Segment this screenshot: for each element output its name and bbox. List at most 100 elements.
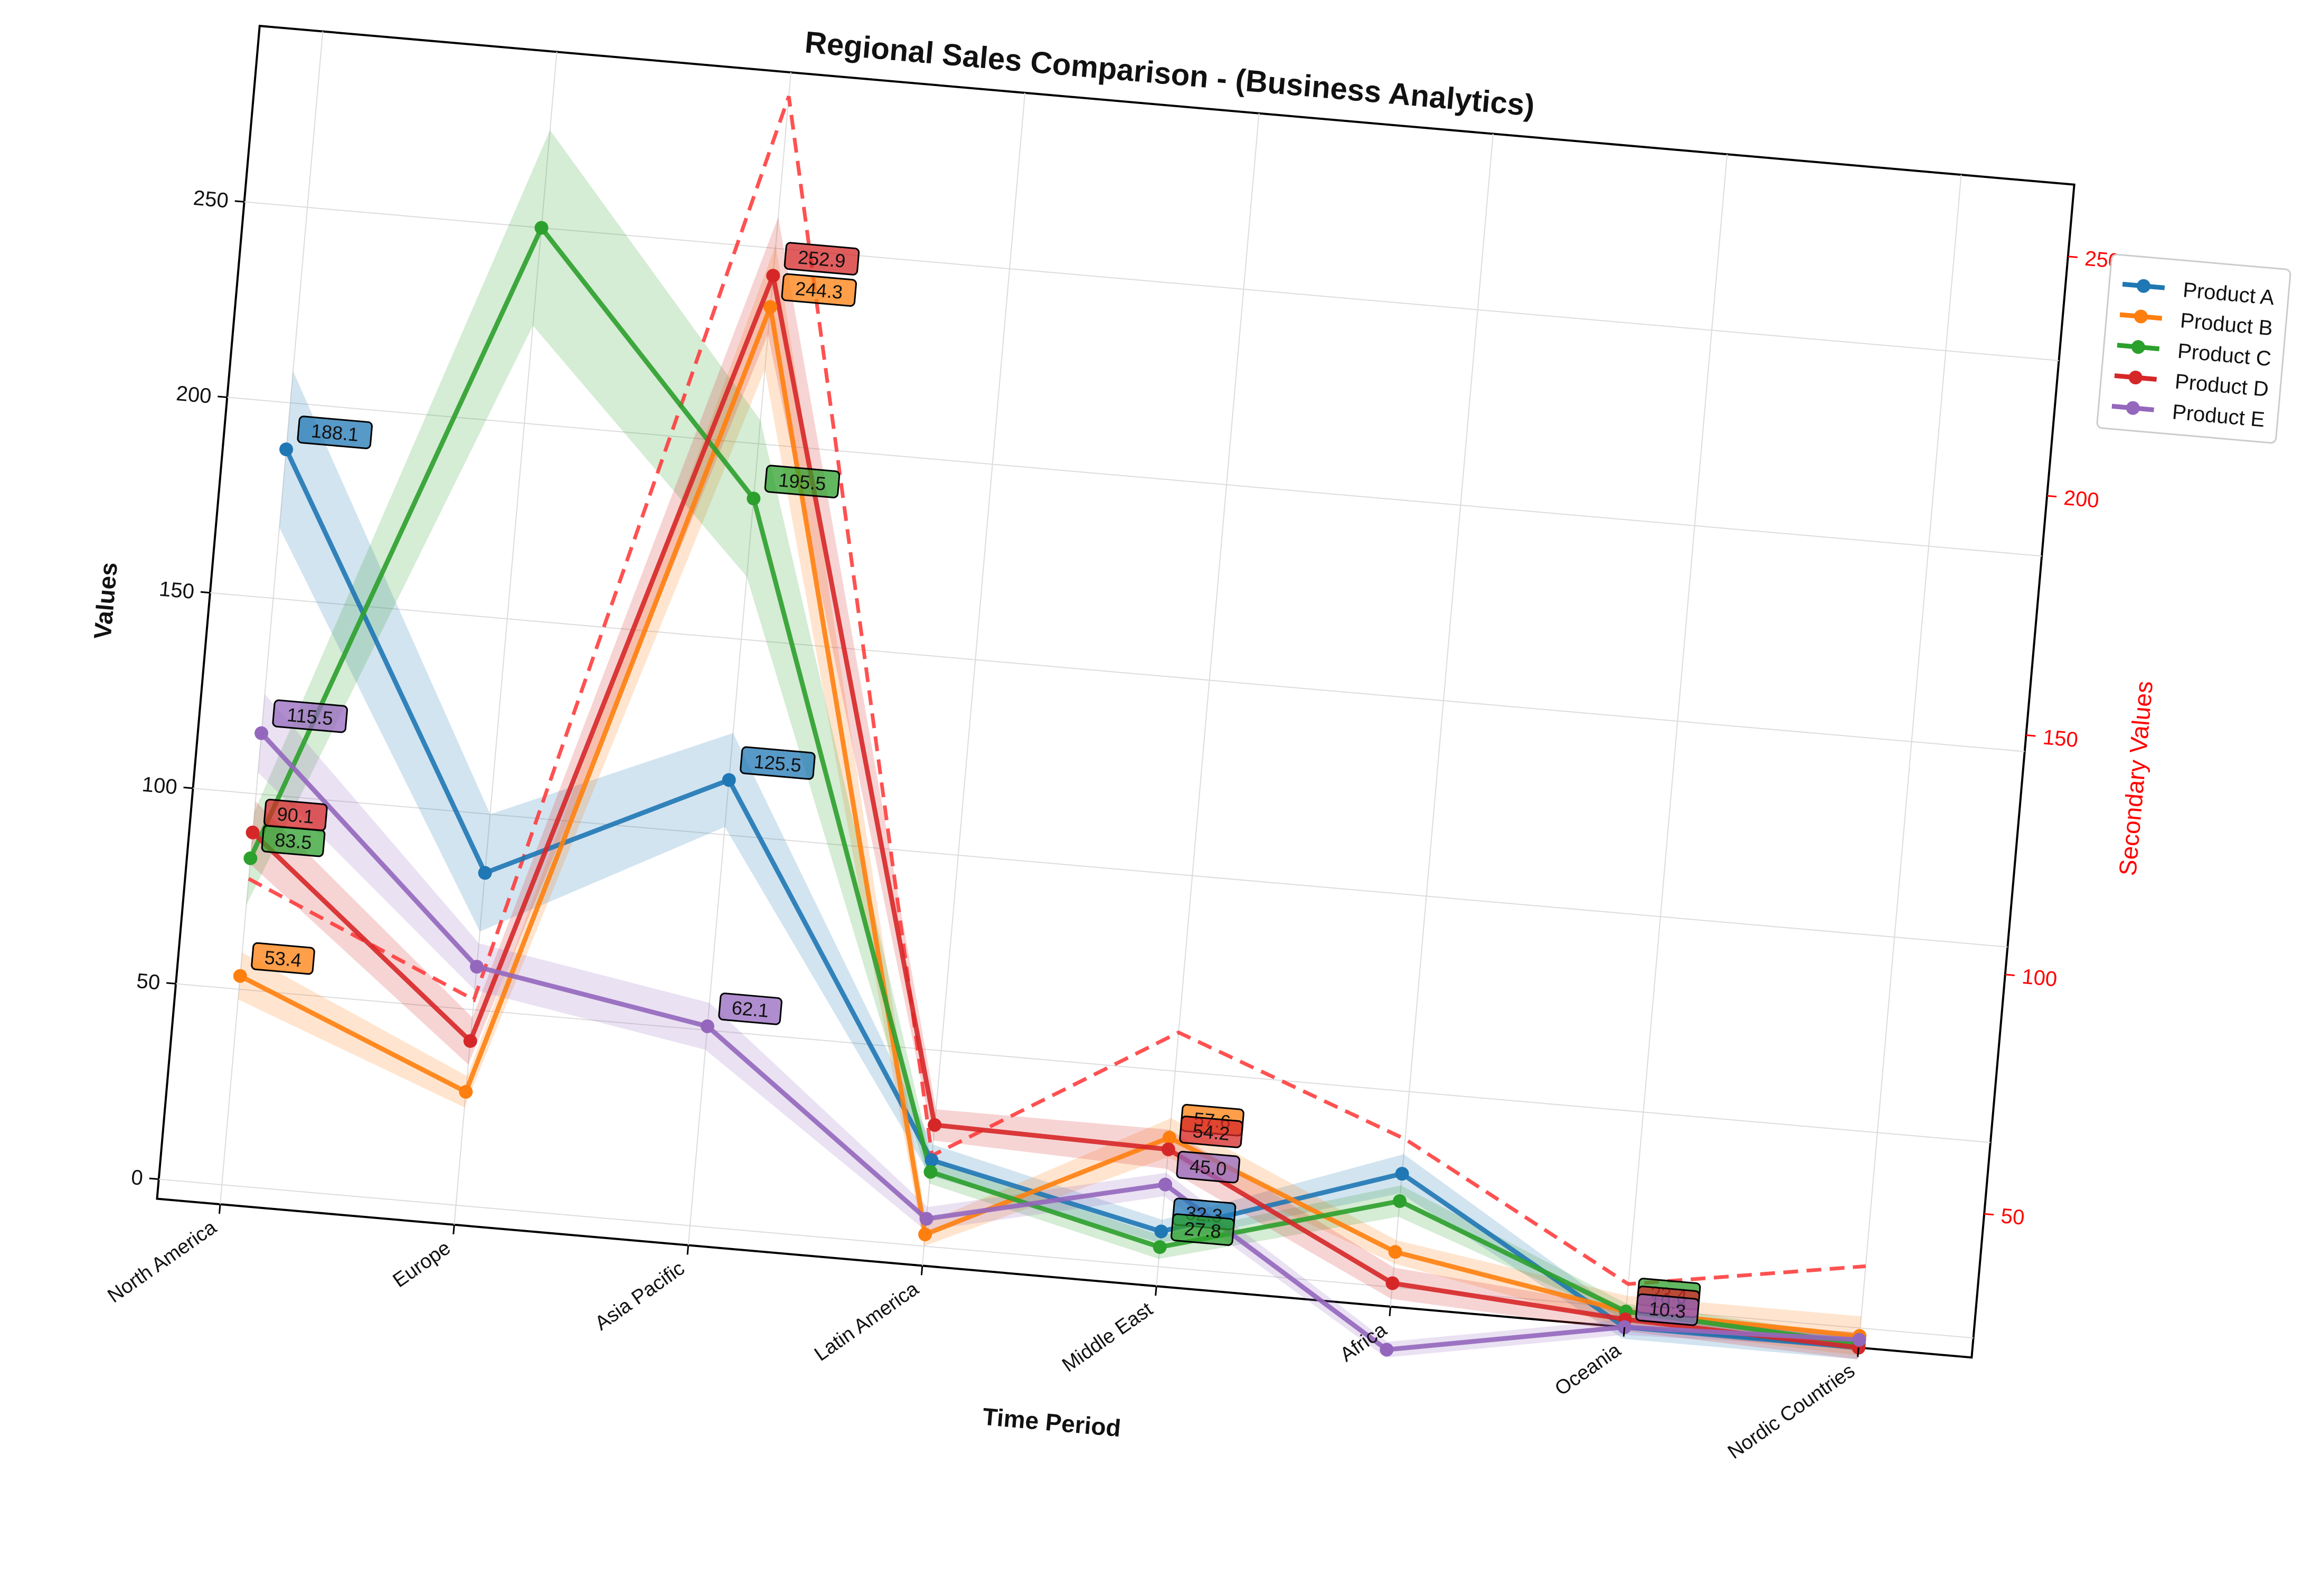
legend-marker-product-c	[2131, 340, 2145, 354]
point-product-a	[478, 866, 492, 880]
y-axis-label: Values	[89, 561, 123, 640]
data-label-product-a: 125.5	[740, 746, 816, 780]
x-axis-label: Time Period	[982, 1403, 1122, 1442]
y2-tick-mark	[1984, 1213, 1994, 1216]
data-label-product-d: 90.1	[263, 798, 328, 832]
legend-marker-product-a	[2136, 279, 2150, 293]
point-product-b	[233, 969, 247, 983]
point-product-d	[928, 1118, 942, 1132]
data-label-box	[781, 273, 857, 307]
y-tick-mark	[200, 591, 211, 594]
gridline-x	[220, 31, 324, 1205]
y-tick-label: 50	[136, 969, 161, 995]
point-product-c	[747, 492, 761, 506]
point-product-b	[763, 300, 778, 314]
point-product-a	[722, 773, 736, 787]
data-label-box	[1176, 1150, 1241, 1184]
data-label-box	[1179, 1116, 1243, 1148]
x-tick-mark	[1155, 1286, 1157, 1296]
point-product-d	[463, 1034, 477, 1048]
x-tick-mark	[1857, 1347, 1860, 1357]
y-tick-label: 250	[192, 186, 229, 213]
data-label-text: 188.1	[310, 420, 360, 446]
data-label-box	[272, 699, 348, 733]
y-tick-mark	[218, 395, 228, 399]
data-label-product-e: 45.0	[1176, 1150, 1241, 1184]
x-tick-label-asia-pacific: Asia Pacific	[591, 1257, 688, 1335]
data-label-product-c: 27.8	[1171, 1213, 1235, 1246]
x-tick-mark	[452, 1224, 455, 1234]
point-product-a	[924, 1153, 939, 1167]
data-label-box	[263, 798, 328, 832]
data-label-text: 45.0	[1189, 1155, 1228, 1180]
data-label-product-e: 62.1	[718, 993, 782, 1025]
data-label-box	[1171, 1213, 1235, 1246]
x-tick-label-europe: Europe	[389, 1237, 455, 1292]
x-tick-mark	[686, 1245, 690, 1255]
point-product-a	[1154, 1224, 1168, 1239]
point-product-e	[1380, 1343, 1394, 1357]
x-tick-label-north-america: North America	[104, 1216, 221, 1307]
data-label-product-e: 115.5	[272, 699, 348, 733]
legend-frame	[2096, 253, 2291, 444]
data-label-text: 83.5	[274, 829, 313, 854]
series-points	[233, 221, 1867, 1357]
point-product-e	[1852, 1333, 1866, 1347]
point-product-c	[1393, 1194, 1407, 1208]
point-product-e	[919, 1212, 933, 1226]
point-product-d	[766, 269, 780, 283]
y-tick-mark	[183, 786, 193, 789]
data-label-box	[718, 993, 782, 1025]
point-product-e	[470, 960, 484, 974]
gridline-x	[687, 72, 791, 1245]
band-product-c	[246, 130, 1860, 1352]
data-label-text: 195.5	[778, 469, 827, 495]
x-tick-label-oceania: Oceania	[1551, 1339, 1626, 1400]
data-label-box	[1635, 1293, 1700, 1326]
data-label-text: 252.9	[797, 246, 846, 272]
y-tick-mark	[166, 982, 176, 985]
y-tick-label: 100	[141, 773, 178, 799]
line-product-e	[259, 731, 1860, 1352]
point-product-c	[1153, 1240, 1167, 1254]
legend-marker-product-d	[2128, 371, 2143, 385]
gridline-x	[1156, 113, 1260, 1287]
point-product-c	[534, 221, 549, 235]
point-product-c	[923, 1165, 938, 1179]
data-label-box	[740, 746, 816, 780]
gridline-x	[921, 92, 1026, 1266]
y2-tick-label: 50	[2000, 1204, 2025, 1230]
point-product-d	[246, 825, 260, 839]
y2-tick-label: 200	[2063, 486, 2100, 513]
point-product-e	[254, 726, 269, 740]
gridline-x	[1858, 174, 1962, 1348]
line-product-d	[251, 273, 1859, 1350]
data-label-text: 244.3	[795, 277, 844, 303]
data-label-text: 54.2	[1192, 1120, 1230, 1145]
y-tick-label: 200	[175, 382, 212, 408]
line-product-b	[239, 304, 1860, 1338]
data-label-product-b: 244.3	[781, 273, 857, 307]
legend-marker-product-b	[2134, 309, 2148, 324]
plot-frame	[156, 24, 2075, 1359]
gridline-y	[193, 788, 2008, 948]
y-tick-label: 0	[130, 1166, 144, 1190]
y2-tick-mark	[2046, 495, 2057, 498]
x-tick-label-latin-america: Latin America	[810, 1278, 923, 1366]
data-label-box	[784, 242, 860, 276]
data-label-box	[251, 942, 315, 975]
y2-tick-mark	[2026, 734, 2036, 737]
data-label-text: 27.8	[1183, 1217, 1222, 1242]
data-label-box	[764, 465, 841, 498]
data-label-product-e: 10.3	[1635, 1293, 1700, 1326]
data-labels: 188.1125.532.353.4244.357.683.5195.527.8…	[251, 242, 1701, 1326]
point-product-b	[1162, 1130, 1176, 1145]
point-product-a	[1395, 1167, 1409, 1181]
data-label-product-c: 195.5	[764, 465, 841, 498]
y2-tick-label: 100	[2021, 965, 2058, 991]
data-label-text: 53.4	[263, 947, 302, 971]
line-product-c	[248, 225, 1860, 1346]
y2-tick-label: 150	[2042, 725, 2079, 752]
